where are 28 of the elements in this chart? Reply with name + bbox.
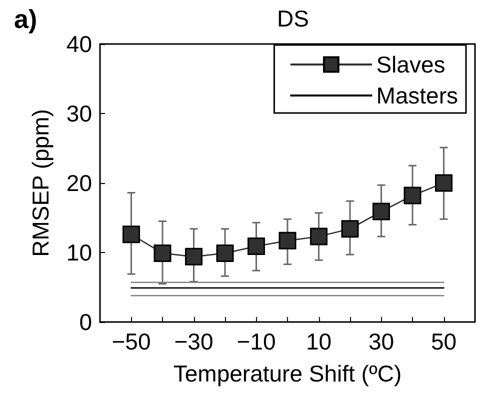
y-tick-label: 40 xyxy=(66,31,92,57)
point xyxy=(372,202,390,220)
point xyxy=(216,244,234,262)
x-tick-label: 10 xyxy=(306,328,332,354)
x-tick-label: 30 xyxy=(368,328,394,354)
x-tick-label: 50 xyxy=(430,328,457,354)
point xyxy=(404,186,422,204)
point xyxy=(310,228,328,246)
point xyxy=(278,232,296,250)
point xyxy=(248,237,265,255)
legend-label: Slaves xyxy=(376,52,446,78)
text: a) xyxy=(14,4,38,34)
point xyxy=(122,226,140,244)
point xyxy=(154,244,172,262)
y-tick-label: 20 xyxy=(66,170,92,196)
x-tick-label: −50 xyxy=(112,328,151,354)
y-tick-label: 0 xyxy=(79,309,92,335)
x-tick-label: −30 xyxy=(174,328,214,354)
y-tick-label: 10 xyxy=(66,240,92,266)
point xyxy=(341,220,359,238)
y-tick-label: 30 xyxy=(66,100,92,126)
point xyxy=(435,174,452,192)
point xyxy=(185,248,202,266)
y-axis-title: RMSEP (ppm) xyxy=(28,109,54,257)
chart-title: DS xyxy=(277,6,309,32)
legend-label: Masters xyxy=(376,82,458,108)
x-tick-label: −10 xyxy=(236,328,276,354)
x-axis-title: Temperature Shift (ºC) xyxy=(173,360,402,386)
